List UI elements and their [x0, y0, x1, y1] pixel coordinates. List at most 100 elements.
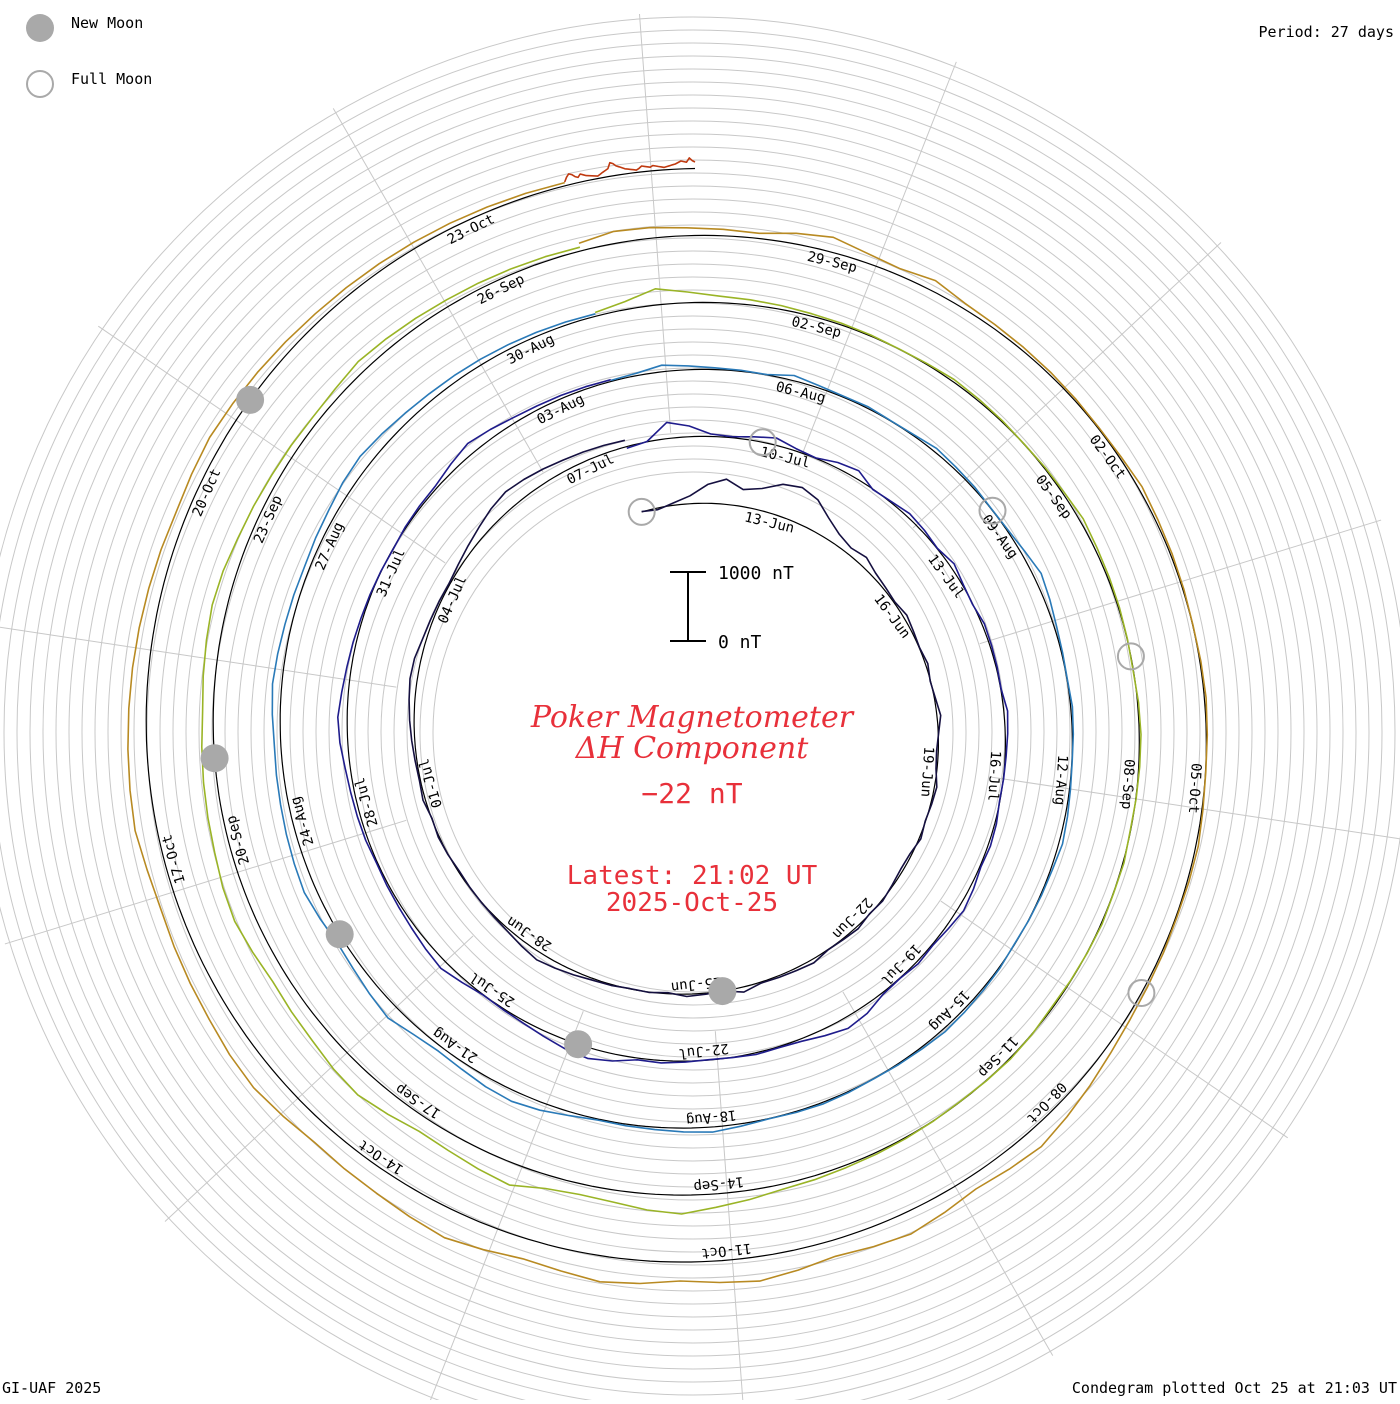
- moon-layer: [200, 385, 1156, 1059]
- guide-ring: [29, 68, 1357, 1396]
- guide-ring: [315, 354, 1071, 1110]
- latest-date: 2025-Oct-25: [606, 888, 778, 918]
- guide-ring: [432, 471, 954, 993]
- full-moon-marker: [1116, 642, 1145, 671]
- guide-ring: [406, 445, 980, 1019]
- guide-ring: [276, 315, 1110, 1149]
- radial-spoke: [912, 242, 1222, 529]
- date-tick-label: 28-Jun: [504, 913, 555, 954]
- radial-spoke: [802, 61, 957, 453]
- date-tick-label: 22-Jun: [829, 894, 875, 942]
- date-tick-label: 20-Oct: [190, 466, 225, 519]
- date-tick-label: 12-Aug: [1051, 754, 1070, 805]
- data-trace-rotation: [563, 157, 696, 183]
- legend-full-moon-label: Full Moon: [71, 70, 153, 88]
- guide-ring: [250, 289, 1136, 1175]
- radial-spoke: [0, 626, 397, 688]
- guide-ring: [328, 367, 1058, 1097]
- guide-ring: [341, 380, 1045, 1084]
- guide-ring: [3, 42, 1383, 1404]
- data-trace-rotation: [337, 378, 1009, 1064]
- date-tick-label: 08-Oct: [1023, 1079, 1069, 1127]
- latest-time: Latest: 21:02 UT: [567, 861, 818, 891]
- date-tick-label: 18-Aug: [685, 1106, 737, 1128]
- guide-ring: [302, 341, 1084, 1123]
- guide-ring: [224, 263, 1162, 1201]
- new-moon-marker: [200, 744, 229, 773]
- guide-ring: [354, 393, 1032, 1071]
- radial-spoke: [164, 935, 474, 1222]
- scale-bar: 1000 nT 0 nT: [670, 563, 794, 653]
- guide-ring: [367, 406, 1019, 1058]
- radial-spoke: [638, 13, 672, 433]
- guide-ring: [68, 107, 1318, 1357]
- guide-ring: [55, 94, 1331, 1370]
- date-tick-label: 14-Sep: [693, 1173, 745, 1195]
- full-moon-marker: [748, 428, 777, 457]
- scale-bar-bottom-label: 0 nT: [718, 632, 762, 653]
- new-moon-icon: [26, 14, 54, 42]
- date-tick-label: 27-Aug: [312, 520, 347, 573]
- data-trace-rotation: [201, 246, 1142, 1215]
- guide-ring: [211, 250, 1175, 1214]
- date-tick-label: 08-Sep: [1118, 758, 1137, 809]
- current-value: −22 nT: [641, 777, 742, 810]
- date-tick-label: 05-Oct: [1185, 763, 1204, 814]
- date-tick-label: 19-Jun: [917, 746, 936, 797]
- guide-ring: [289, 328, 1097, 1136]
- guide-ring: [185, 224, 1201, 1240]
- guide-ring: [16, 55, 1370, 1404]
- date-tick-label: 06-Aug: [774, 379, 827, 406]
- guide-ring: [107, 146, 1279, 1318]
- guide-ring: [172, 211, 1214, 1253]
- center-title-block: Poker Magnetometer ΔH Component −22 nT L…: [530, 700, 855, 918]
- guide-ring: [159, 198, 1227, 1266]
- radial-spoke: [714, 1031, 744, 1404]
- footer-plotted: Condegram plotted Oct 25 at 21:03 UT: [1071, 1379, 1397, 1397]
- radial-spoke: [842, 991, 1054, 1356]
- station-title: Poker Magnetometer: [530, 700, 855, 735]
- radial-spoke: [429, 1011, 584, 1403]
- new-moon-marker: [564, 1030, 593, 1059]
- date-tick-label: 23-Oct: [445, 211, 497, 248]
- guide-ring: [146, 185, 1240, 1279]
- grid-layer: [0, 13, 1400, 1404]
- period-label: Period: 27 days: [1258, 23, 1394, 41]
- component-title: ΔH Component: [575, 731, 809, 766]
- date-tick-label: 16-Jul: [984, 750, 1003, 801]
- data-trace-rotation: [127, 181, 1209, 1285]
- radial-spoke: [989, 776, 1400, 840]
- full-moon-marker: [1127, 979, 1156, 1007]
- guide-ring: [419, 458, 967, 1006]
- guide-ring: [94, 133, 1292, 1331]
- date-tick-label: 17-Sep: [393, 1080, 444, 1121]
- full-moon-marker: [627, 497, 656, 526]
- guide-ring: [42, 81, 1344, 1383]
- radial-spoke: [940, 900, 1289, 1139]
- date-tick-label: 29-Sep: [806, 249, 859, 276]
- guide-ring: [81, 120, 1305, 1344]
- full-moon-marker: [978, 496, 1007, 525]
- date-tick-label: 21-Aug: [430, 1024, 481, 1065]
- guide-ring: [0, 29, 1396, 1404]
- date-tick-label: 14-Oct: [356, 1136, 407, 1177]
- radial-spoke: [332, 108, 544, 473]
- guide-ring: [0, 16, 1400, 1404]
- new-moon-marker: [708, 977, 737, 1006]
- baseline-spiral: [145, 167, 1207, 1263]
- new-moon-marker: [325, 920, 354, 949]
- data-trace-rotation: [271, 313, 1075, 1133]
- date-tick-label: 03-Aug: [535, 391, 587, 428]
- data-trace-rotation: [408, 439, 942, 998]
- radial-spoke: [4, 819, 407, 945]
- radial-spoke: [97, 325, 446, 564]
- guide-ring: [198, 237, 1188, 1227]
- new-moon-marker: [236, 385, 265, 414]
- date-tick-label: 11-Oct: [700, 1240, 752, 1262]
- date-tick-label: 31-Jul: [374, 547, 409, 600]
- guide-ring: [237, 276, 1149, 1188]
- scale-bar-top-label: 1000 nT: [718, 563, 794, 584]
- guide-ring: [120, 159, 1266, 1305]
